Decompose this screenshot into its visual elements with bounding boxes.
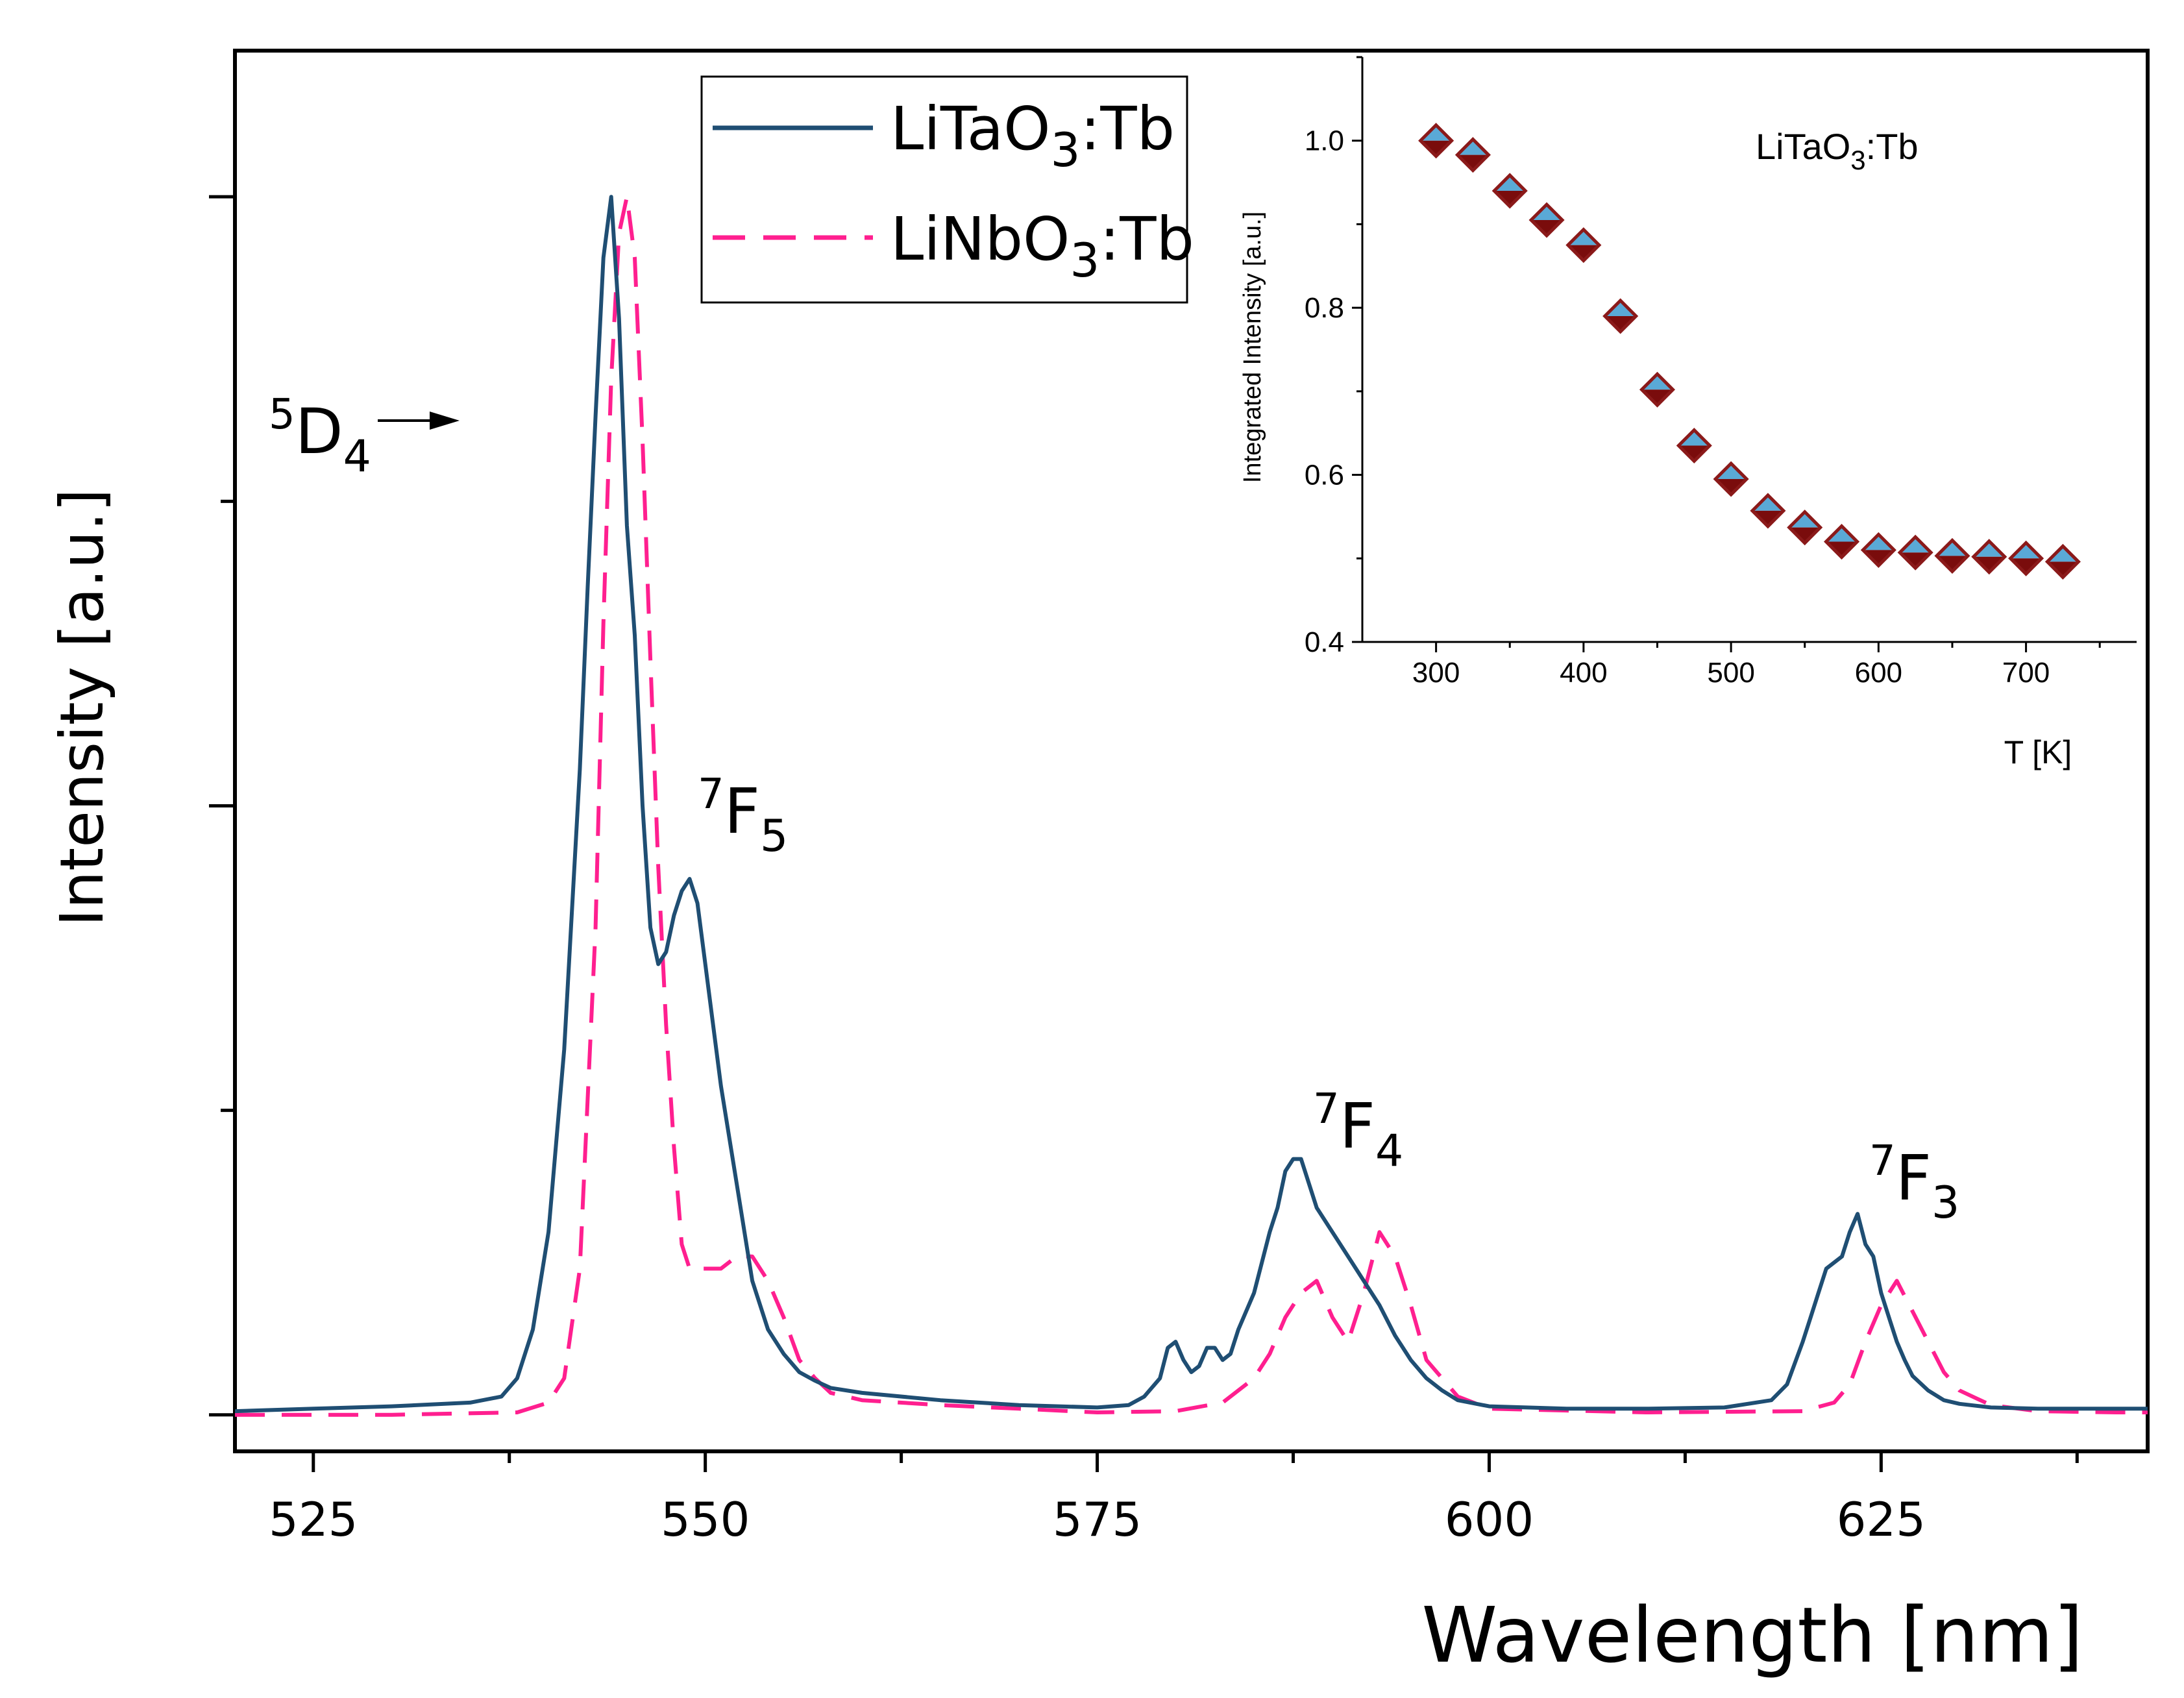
inset-x-tick-label: 700: [2002, 657, 2050, 689]
inset-series-label: LiTaO3:Tb: [1756, 126, 1919, 175]
inset-data-point: [1528, 202, 1565, 238]
annotation-arrow: [378, 412, 460, 430]
inset-data-point: [1971, 539, 2007, 575]
inset-y-axis-label: Integrated Intensity [a.u.]: [1239, 212, 1266, 483]
inset-data-point: [1491, 173, 1528, 209]
annotation-7f4: 7F4: [1313, 1085, 1403, 1177]
main-x-ticks: 525 550 575 600 625: [269, 1451, 2079, 1547]
inset-data-point: [2008, 540, 2044, 576]
inset-axes: [1361, 57, 2137, 643]
inset-data-point: [1565, 227, 1602, 264]
inset-y-tick-label: 0.8: [1305, 292, 1344, 324]
inset-y-tick-label: 0.6: [1305, 460, 1344, 491]
legend-box: [700, 75, 1188, 304]
inset-data-point: [1787, 510, 1823, 546]
main-x-axis-label: Wavelength [nm]: [1421, 1590, 2083, 1680]
main-plot-frame: [233, 49, 2150, 1453]
inset-data-point: [1750, 493, 1786, 529]
main-chart: 525 550 575 600 625 Wavelength [nm] Intensit…: [47, 49, 2150, 1680]
main-y-axis-label: Intensity [a.u.]: [47, 489, 117, 927]
inset-data-point: [1418, 123, 1454, 159]
annotation-5d4: 5D4: [269, 391, 371, 482]
inset-markers: [1418, 123, 2081, 580]
inset-y-tick-label: 0.4: [1305, 626, 1344, 658]
inset-data-point: [1639, 371, 1676, 408]
main-x-tick-label: 600: [1445, 1492, 1534, 1547]
inset-data-point: [1676, 427, 1712, 464]
main-y-ticks: [209, 195, 235, 1417]
inset-data-point: [1897, 534, 1933, 571]
inset-data-point: [1934, 537, 1970, 574]
inset-x-tick-label: 300: [1412, 657, 1460, 689]
inset-data-point: [1713, 461, 1749, 497]
main-x-tick-label: 575: [1053, 1492, 1142, 1547]
inset-data-point: [2044, 543, 2081, 580]
inset-x-tick-label: 500: [1707, 657, 1754, 689]
inset-x-tick-label: 400: [1560, 657, 1607, 689]
annotation-7f3: 7F3: [1869, 1137, 1959, 1229]
inset-data-point: [1823, 524, 1860, 560]
legend: LiTaO3:Tb LiNbO3:Tb: [700, 75, 1194, 304]
main-x-tick-label: 625: [1837, 1492, 1926, 1547]
main-series-group: [235, 195, 2148, 1417]
series-line-litao3: [235, 195, 2148, 1414]
inset-x-axis-label: T [K]: [2004, 734, 2072, 770]
inset-data-point: [1602, 298, 1639, 334]
annotation-7f5: 7F5: [698, 770, 788, 862]
legend-label-litao3: LiTaO3:Tb: [890, 94, 1175, 177]
legend-label-linbo3: LiNbO3:Tb: [890, 204, 1194, 288]
inset-chart: 0.4 0.6 0.8 1.0 300 400 500 600 700 LiTaO3:Tb T…: [1239, 56, 2137, 770]
inset-x-ticks: 300 400 500 600 700: [1412, 642, 2101, 689]
inset-data-point: [1454, 137, 1491, 173]
inset-y-ticks: 0.4 0.6 0.8 1.0: [1305, 56, 1362, 658]
main-x-tick-label: 525: [269, 1492, 358, 1547]
series-line-linbo3: [235, 195, 2148, 1417]
inset-data-point: [1860, 532, 1896, 568]
main-x-tick-label: 550: [661, 1492, 750, 1547]
inset-y-tick-label: 1.0: [1305, 125, 1344, 157]
inset-x-tick-label: 600: [1855, 657, 1902, 689]
